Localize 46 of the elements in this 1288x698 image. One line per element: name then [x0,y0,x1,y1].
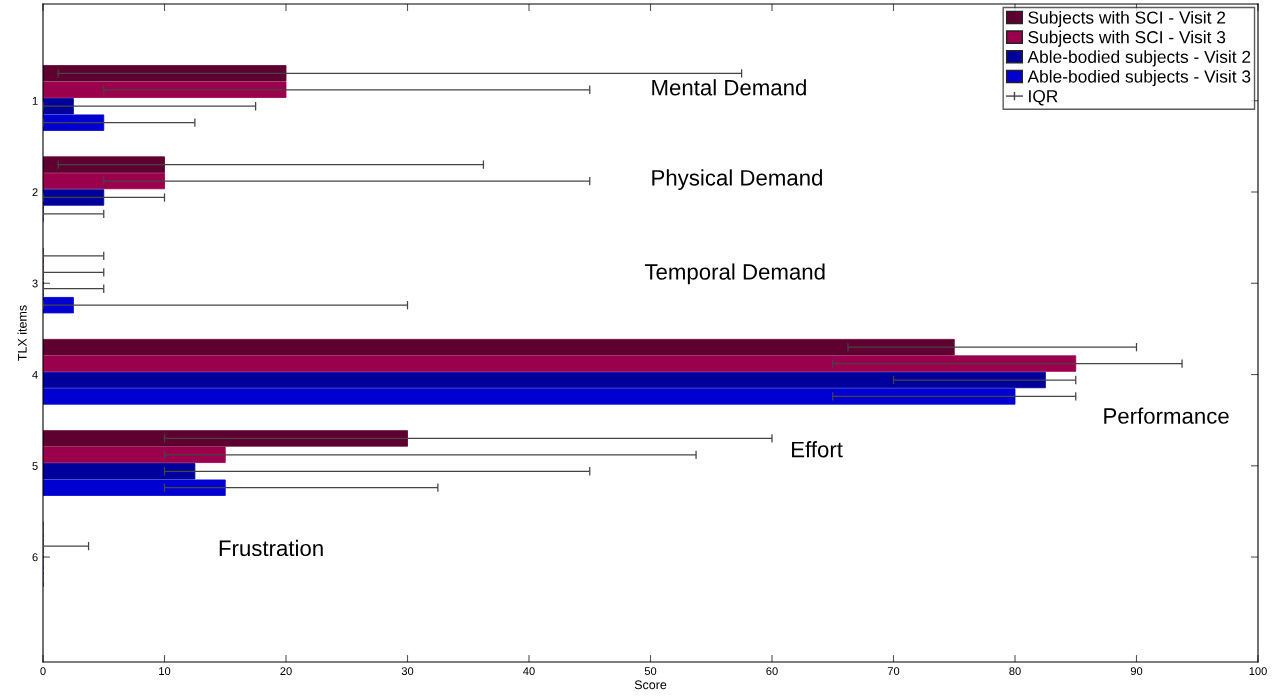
x-tick-label: 80 [1009,667,1021,676]
x-tick-label: 90 [1130,667,1143,676]
y-tick-label: 4 [32,370,38,379]
annotation: Performance [1104,407,1229,424]
annotation: Temporal Demand [644,263,825,285]
bar [43,172,165,190]
y-tick-label: 6 [32,553,38,562]
bar [43,81,287,98]
bar [43,65,287,82]
bar [43,338,955,356]
y-axis-title: TLX items [17,305,27,361]
bar [43,388,1016,405]
x-tick-label: 100 [1249,667,1267,676]
legend-label: Subjects with SCI - Visit 3 [1028,30,1226,47]
x-tick-label: 70 [887,667,900,676]
x-tick-label: 40 [523,667,535,676]
x-tick-label: 60 [766,667,778,676]
x-axis-title: Score [634,680,667,690]
bar [43,114,105,131]
bar [43,463,196,480]
legend-label: Able-bodied subjects - Visit 3 [1027,69,1251,87]
x-tick-label: 50 [644,667,657,676]
x-tick-label: 0 [40,667,46,676]
legend-label: Able-bodied subjects - Visit 2 [1027,50,1251,67]
x-tick-label: 10 [159,667,171,676]
bar [43,371,1046,389]
bar [43,355,1077,372]
x-tick-label: 30 [401,667,414,676]
bar [43,156,165,173]
bar [43,98,74,115]
annotation: IQR [1029,90,1058,106]
annotation: Frustration [219,539,323,557]
legend-label: Subjects with SCI - Visit 2 [1028,10,1226,28]
y-tick-label: 1 [32,97,38,105]
y-tick-label: 3 [32,279,38,288]
x-tick-label: 20 [280,667,292,676]
annotation: Effort [792,441,843,458]
annotation: Physical Demand [652,169,822,191]
bar [43,446,226,464]
annotation: Mental Demand [652,79,806,96]
bar [43,479,226,496]
bar [43,296,74,314]
y-tick-label: 5 [32,462,38,470]
y-tick-label: 2 [32,188,38,197]
bar [43,189,105,206]
bar [43,430,408,447]
